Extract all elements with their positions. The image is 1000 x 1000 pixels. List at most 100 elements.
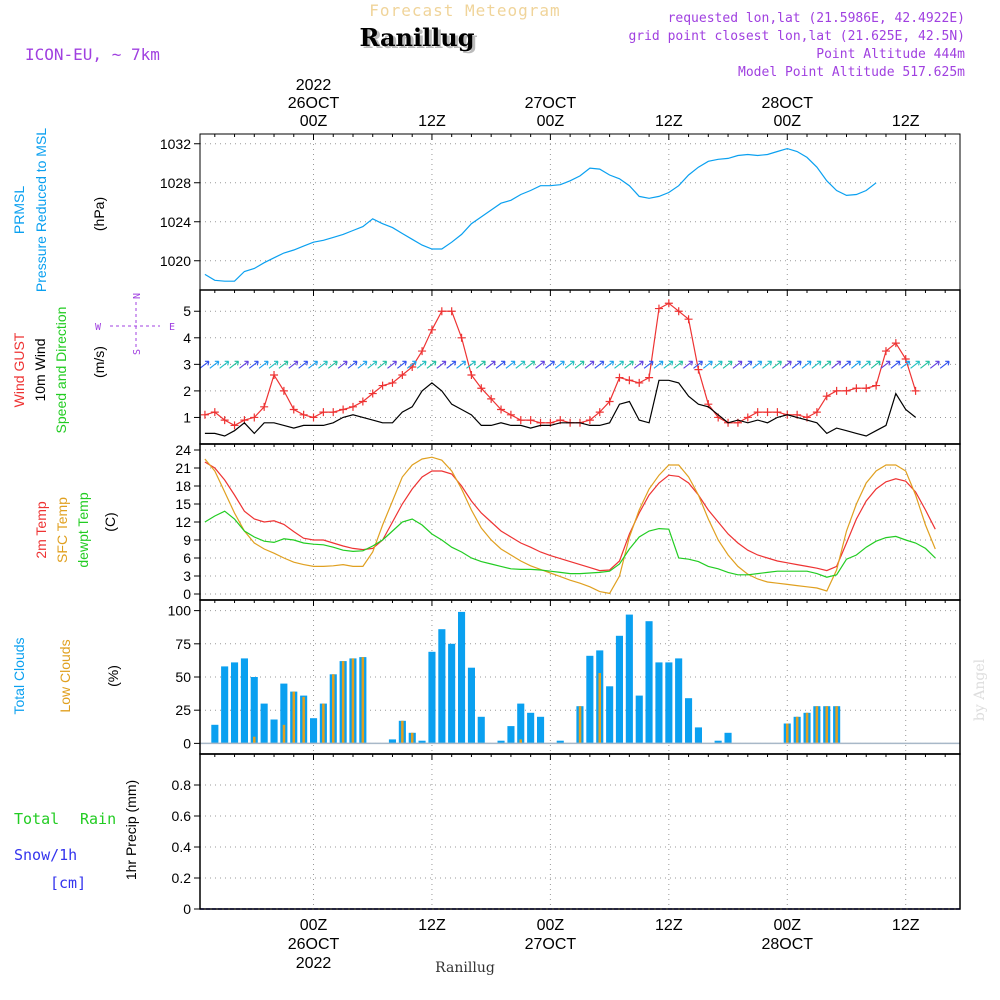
wind-direction-arrow	[209, 360, 220, 369]
wind-direction-arrow	[574, 360, 585, 369]
wind-direction-arrow	[298, 360, 309, 369]
gust-point	[842, 386, 851, 395]
precip-frame	[199, 753, 961, 910]
wind-direction-arrow	[643, 360, 654, 369]
wind-direction-arrow	[268, 360, 279, 369]
wind-direction-arrow	[347, 360, 358, 369]
gust-point	[773, 408, 782, 417]
wind-direction-arrow	[702, 360, 713, 369]
total-clouds-bar	[388, 739, 396, 744]
compass-w: W	[95, 322, 102, 333]
gust-point	[605, 397, 614, 406]
compass-s: S	[132, 349, 143, 355]
forecast-title: Forecast Meteogram	[369, 1, 560, 20]
low-clouds-bar	[401, 720, 404, 744]
time-label-bottom: 12Z	[418, 917, 446, 934]
wind-10m-label: 10m Wind	[32, 338, 48, 401]
y-tick-label: 0	[183, 735, 191, 751]
gust-point	[812, 408, 821, 417]
wind-direction-arrow	[624, 360, 634, 369]
total-clouds-bar	[665, 662, 673, 744]
wind-direction-arrow	[318, 360, 328, 369]
wind-direction-arrow	[308, 360, 319, 369]
wind-direction-arrow	[663, 360, 674, 369]
gust-point	[289, 405, 298, 414]
time-label-top: 00Z	[773, 113, 801, 130]
pressure-msl-label: Pressure Reduced to MSL	[33, 128, 49, 292]
wind-direction-arrow	[693, 360, 703, 369]
gust-point	[457, 333, 466, 342]
low-clouds-bar	[253, 736, 256, 744]
wind-direction-arrow	[554, 360, 565, 369]
gust-point	[595, 408, 604, 417]
total-clouds-bar	[517, 703, 525, 744]
total-clouds-bar	[537, 716, 545, 744]
wind-direction-arrow	[397, 360, 407, 369]
low-clouds-bar	[332, 674, 335, 744]
station-title: Ranillug	[359, 23, 474, 52]
low-clouds-bar	[578, 706, 582, 744]
gust-point	[526, 416, 535, 425]
compass-e: E	[169, 322, 175, 333]
gust-point	[339, 405, 348, 414]
gust-point	[516, 416, 525, 425]
gust-point	[615, 373, 624, 382]
gust-point	[487, 394, 496, 403]
wind-direction-arrow	[377, 360, 388, 369]
gust-point	[418, 347, 427, 356]
wind-direction-arrow	[426, 360, 437, 369]
gust-point	[872, 381, 881, 390]
time-label-bottom: 00Z	[300, 917, 328, 934]
y-tick-label: 25	[175, 702, 191, 718]
time-axis-bottom: 00Z 26OCT 2022 12Z 00Z 27OCT 12Z 00Z 28OCT 12Z	[288, 917, 920, 972]
gust-point	[210, 408, 219, 417]
wind-direction-arrow	[841, 360, 852, 369]
time-label-top: 00Z	[300, 113, 328, 130]
y-tick-label: 21	[175, 460, 191, 476]
gust-point	[654, 304, 663, 313]
footer-station: Ranillug	[435, 960, 495, 976]
gust-point	[427, 325, 436, 334]
gust-point	[319, 408, 328, 417]
wind-direction-arrow	[456, 360, 467, 369]
wind-direction-arrow	[920, 360, 930, 369]
time-label-top: 12Z	[418, 113, 446, 130]
total-clouds-bar	[714, 740, 722, 744]
temp-2m-label: 2m Temp	[33, 501, 49, 559]
time-label-bottom: 26OCT	[288, 936, 340, 953]
wind-direction-arrow	[712, 360, 723, 369]
wind-direction-arrow	[495, 360, 506, 369]
y-tick-label: 3	[183, 356, 191, 372]
y-tick-label: 0	[183, 586, 191, 602]
low-clouds-bar	[341, 661, 345, 744]
gust-point	[309, 413, 318, 422]
wind-direction-arrow	[811, 360, 822, 369]
total-clouds-bar	[615, 635, 623, 744]
low-clouds-bar	[805, 712, 809, 744]
y-tick-label: 4	[183, 330, 191, 346]
temperature-panel: 0 3 6 9 12 15 18 21 24	[175, 442, 961, 602]
wind-direction-arrow	[258, 360, 269, 369]
gust-point	[664, 299, 673, 308]
time-label-top: 00Z	[537, 113, 565, 130]
rain-label: Rain	[80, 810, 116, 828]
time-label-bottom: 00Z	[537, 917, 565, 934]
wind-direction-arrow	[594, 360, 605, 369]
wind-direction-arrow	[505, 360, 516, 369]
gust-point	[447, 307, 456, 316]
total-label: Total	[14, 810, 59, 828]
gust-point	[625, 376, 634, 385]
gust-point	[299, 410, 308, 419]
y-tick-label: 3	[183, 568, 191, 584]
clouds-panel: 0 25 50 75 100	[168, 599, 961, 755]
total-clouds-bar	[467, 667, 475, 744]
total-clouds-bar	[250, 677, 258, 744]
time-label-top: 27OCT	[525, 95, 577, 112]
low-clouds-bar	[302, 696, 305, 744]
y-tick-label: 0.2	[172, 870, 192, 886]
gust-point	[585, 416, 594, 425]
total-clouds-bar	[675, 658, 683, 744]
y-tick-label: 0.6	[172, 808, 192, 824]
wind-direction-arrow	[545, 360, 555, 369]
